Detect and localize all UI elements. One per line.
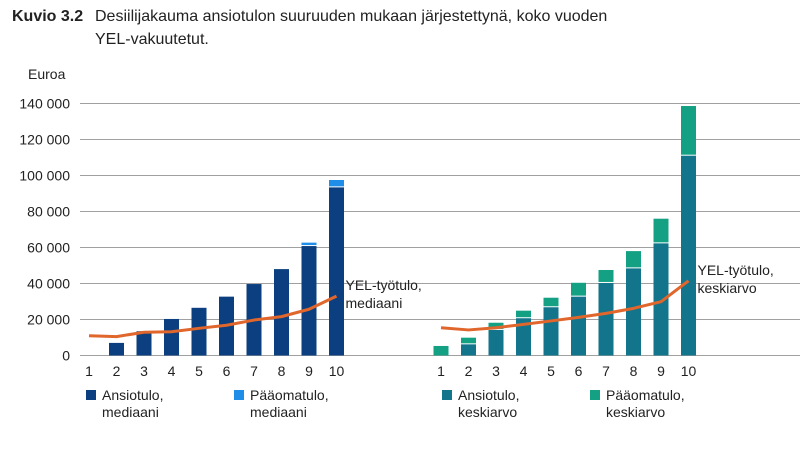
bar-ansiotulo <box>653 243 669 356</box>
line-label: mediaani <box>346 295 403 311</box>
legend-label: Pääomatulo, <box>606 387 685 403</box>
x-tick-label: 10 <box>681 363 697 379</box>
legend-label: keskiarvo <box>606 404 665 420</box>
x-tick-label: 1 <box>437 363 445 379</box>
y-tick-label: 60 000 <box>27 240 70 256</box>
legend-label: Pääomatulo, <box>250 387 329 403</box>
x-tick-label: 5 <box>547 363 555 379</box>
x-tick-label: 8 <box>278 363 286 379</box>
x-tick-label: 3 <box>492 363 500 379</box>
bar-ansiotulo <box>681 155 696 356</box>
bar-paaomatulo <box>516 310 531 318</box>
bar-ansiotulo <box>164 318 179 356</box>
x-tick-label: 8 <box>630 363 638 379</box>
x-tick-label: 7 <box>250 363 258 379</box>
yel-line <box>88 294 338 339</box>
legend-label: Ansiotulo, <box>458 387 519 403</box>
bar-ansiotulo <box>516 318 531 356</box>
bar-paaomatulo <box>301 242 317 246</box>
bar-paaomatulo <box>433 345 449 356</box>
y-tick-label: 0 <box>62 348 70 364</box>
y-tick-label: 100 000 <box>19 168 70 184</box>
line-label: keskiarvo <box>698 280 757 296</box>
x-tick-label: 7 <box>602 363 610 379</box>
bar-paaomatulo <box>598 270 614 282</box>
y-tick-label: 20 000 <box>27 312 70 328</box>
x-tick-label: 4 <box>520 363 528 379</box>
bar-paaomatulo <box>461 337 476 344</box>
figure-label: Kuvio 3.2 <box>12 8 83 25</box>
legend-label: keskiarvo <box>458 404 517 420</box>
legend-swatch <box>86 390 96 400</box>
x-tick-label: 6 <box>575 363 583 379</box>
bar-paaomatulo <box>329 180 344 187</box>
bar-ansiotulo <box>136 331 152 356</box>
x-tick-label: 2 <box>113 363 121 379</box>
legend-swatch <box>234 390 244 400</box>
legend-label: Ansiotulo, <box>102 387 163 403</box>
bar-paaomatulo <box>488 322 504 329</box>
figure-title-line2: YEL-vakuutetut. <box>95 31 209 48</box>
line-label: YEL-työtulo, <box>698 262 774 278</box>
x-tick-label: 9 <box>657 363 665 379</box>
bar-ansiotulo <box>626 268 641 356</box>
x-tick-label: 3 <box>140 363 148 379</box>
bar-ansiotulo <box>329 187 344 356</box>
y-tick-label: 80 000 <box>27 204 70 220</box>
x-tick-label: 2 <box>465 363 473 379</box>
x-tick-label: 1 <box>85 363 93 379</box>
y-tick-label: 40 000 <box>27 276 70 292</box>
x-tick-label: 6 <box>223 363 231 379</box>
bar-ansiotulo <box>571 296 586 356</box>
bar-paaomatulo <box>653 218 669 243</box>
bar-ansiotulo <box>488 329 504 356</box>
bar-ansiotulo <box>191 307 207 356</box>
yel-line <box>440 279 690 332</box>
bar-ansiotulo <box>598 282 614 356</box>
line-label: YEL-työtulo, <box>346 277 422 293</box>
figure-title-line1: Desiilijakauma ansiotulon suuruuden muka… <box>95 8 607 25</box>
bar-paaomatulo <box>681 106 696 155</box>
bar-ansiotulo <box>274 269 289 356</box>
x-tick-label: 4 <box>168 363 176 379</box>
legend-swatch <box>590 390 600 400</box>
legend-swatch <box>442 390 452 400</box>
y-tick-label: 140 000 <box>19 96 70 112</box>
bar-ansiotulo <box>461 344 476 356</box>
y-tick-label: 120 000 <box>19 132 70 148</box>
bar-paaomatulo <box>571 282 586 296</box>
bar-paaomatulo <box>626 251 641 268</box>
bar-ansiotulo <box>109 342 124 356</box>
bar-ansiotulo <box>301 246 317 356</box>
bar-ansiotulo <box>543 307 559 356</box>
legend-label: mediaani <box>250 404 307 420</box>
x-tick-label: 10 <box>329 363 345 379</box>
x-tick-label: 9 <box>305 363 313 379</box>
x-tick-label: 5 <box>195 363 203 379</box>
legend-label: mediaani <box>102 404 159 420</box>
bar-paaomatulo <box>543 297 559 307</box>
y-axis-label: Euroa <box>28 66 66 82</box>
